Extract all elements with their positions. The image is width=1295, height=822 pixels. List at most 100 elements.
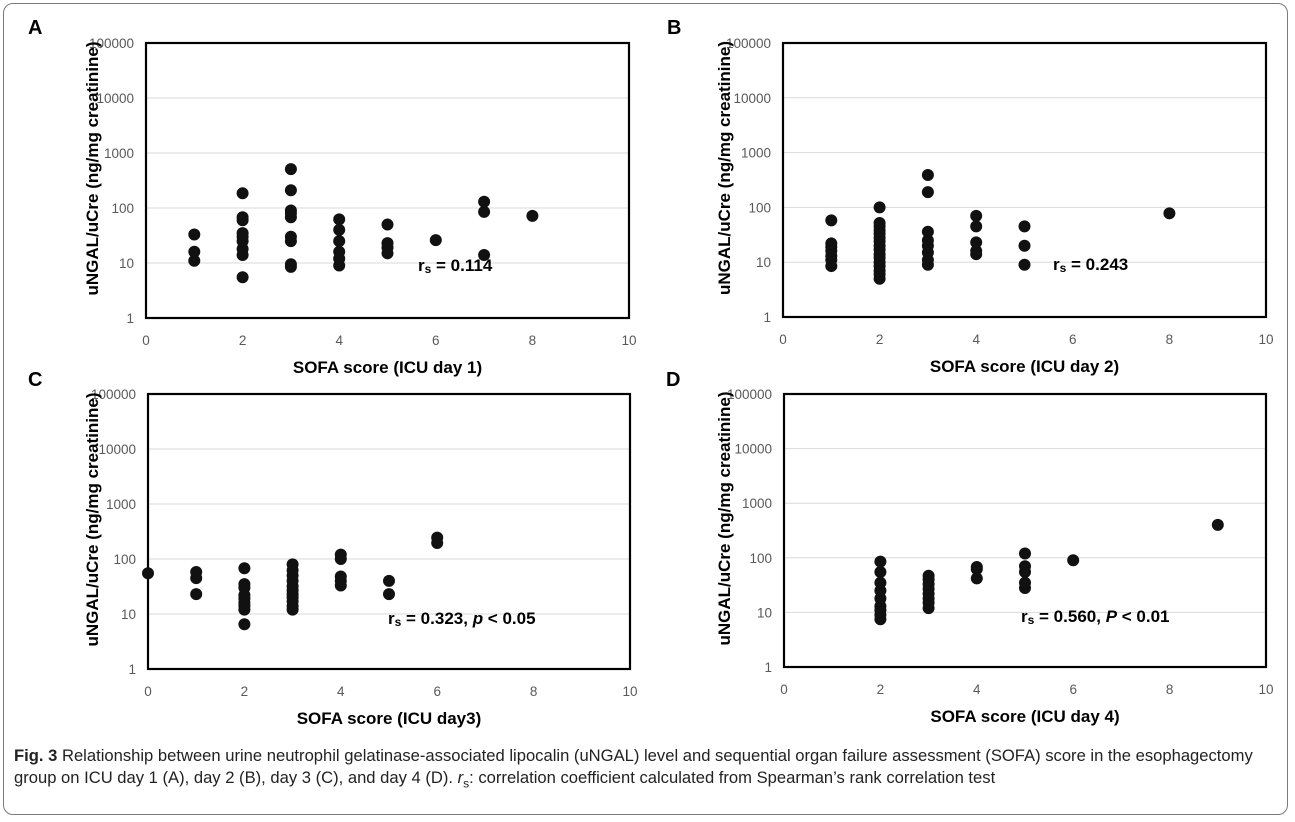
data-point bbox=[1163, 207, 1176, 220]
chart-panel-a: 1 10 100 1000 10000 100000 0 2 4 6 8 10 SOFA score (… bbox=[28, 17, 637, 377]
y-tick-label: 1000 bbox=[741, 146, 771, 161]
data-point bbox=[1018, 239, 1031, 252]
data-point bbox=[188, 228, 201, 241]
data-point bbox=[526, 209, 539, 222]
data-point bbox=[333, 245, 346, 258]
data-point bbox=[236, 227, 249, 240]
data-point bbox=[921, 169, 934, 182]
y-tick-label: 100000 bbox=[91, 387, 136, 402]
data-point bbox=[1019, 576, 1031, 589]
data-point bbox=[922, 569, 935, 582]
plot-border bbox=[146, 392, 632, 671]
y-axis-label: uNGAL/uCre (ng/mg creatinine) bbox=[83, 392, 102, 646]
y-tick-label: 100000 bbox=[726, 36, 771, 51]
correlation-annotation: rs = 0.243 bbox=[1053, 255, 1128, 275]
y-tick-label: 1 bbox=[128, 662, 136, 677]
y-tick-label: 10 bbox=[756, 255, 771, 270]
data-point bbox=[429, 234, 442, 247]
x-tick-label: 4 bbox=[335, 333, 343, 348]
data-point bbox=[970, 209, 983, 222]
data-point bbox=[478, 195, 491, 208]
data-point bbox=[334, 570, 347, 583]
chart-panel-d: 1 10 100 1000 10000 100000 0 2 4 6 8 10 SOFA score (… bbox=[666, 369, 1274, 726]
data-point bbox=[238, 578, 251, 591]
x-tick-label: 10 bbox=[622, 684, 637, 699]
panel-label: C bbox=[28, 369, 42, 391]
data-point bbox=[1211, 518, 1224, 531]
y-tick-label: 1000 bbox=[104, 146, 134, 161]
data-point bbox=[333, 235, 346, 248]
data-point bbox=[190, 566, 203, 579]
data-point bbox=[383, 574, 395, 587]
data-point bbox=[1019, 560, 1031, 573]
panel-label: D bbox=[666, 369, 680, 391]
data-point bbox=[921, 234, 934, 247]
x-tick-label: 8 bbox=[529, 333, 537, 348]
y-tick-label: 10000 bbox=[96, 91, 134, 106]
data-point bbox=[286, 558, 299, 571]
x-axis-label: SOFA score (ICU day 1) bbox=[293, 358, 482, 377]
correlation-annotation: rs = 0.323, p < 0.05 bbox=[388, 609, 536, 629]
data-point bbox=[381, 218, 394, 231]
data-point bbox=[970, 572, 983, 585]
data-point bbox=[238, 562, 251, 575]
data-point bbox=[190, 588, 203, 601]
data-point bbox=[921, 225, 934, 238]
y-tick-label: 1000 bbox=[742, 496, 772, 511]
correlation-annotation: rs = 0.560, P < 0.01 bbox=[1021, 607, 1170, 627]
data-point bbox=[874, 555, 887, 568]
y-tick-label: 100 bbox=[748, 200, 771, 215]
data-point bbox=[142, 567, 154, 580]
data-point bbox=[284, 258, 297, 271]
data-point bbox=[1018, 258, 1031, 271]
caption-r-symbol: r bbox=[457, 768, 464, 787]
figure-caption: Fig. 3 Relationship between urine neutro… bbox=[14, 745, 1279, 789]
data-point bbox=[284, 230, 297, 243]
y-axis-label: uNGAL/uCre (ng/mg creatinine) bbox=[715, 41, 734, 295]
y-tick-label: 10000 bbox=[733, 91, 771, 106]
x-tick-label: 0 bbox=[144, 684, 152, 699]
x-tick-label: 2 bbox=[241, 684, 249, 699]
data-point bbox=[873, 216, 886, 229]
x-tick-label: 4 bbox=[973, 682, 981, 697]
data-point bbox=[188, 254, 201, 267]
x-tick-label: 2 bbox=[239, 333, 247, 348]
x-axis-label: SOFA score (ICU day 4) bbox=[930, 707, 1119, 726]
panel-label: B bbox=[667, 17, 681, 39]
x-tick-label: 8 bbox=[1166, 682, 1174, 697]
x-axis-label: SOFA score (ICU day3) bbox=[297, 709, 482, 728]
plot-border bbox=[782, 392, 1268, 669]
figure-frame bbox=[3, 3, 1288, 815]
data-point bbox=[333, 223, 346, 236]
figure-canvas: 1 10 100 1000 10000 100000 0 2 4 6 8 10 SOFA score (… bbox=[28, 17, 1274, 728]
data-point bbox=[825, 237, 838, 250]
caption-text: Relationship between urine neutrophil ge… bbox=[14, 746, 1253, 787]
data-point bbox=[383, 588, 395, 601]
data-point bbox=[970, 220, 983, 233]
x-tick-label: 2 bbox=[877, 682, 885, 697]
data-point bbox=[431, 531, 444, 544]
data-point bbox=[381, 237, 394, 250]
x-tick-label: 6 bbox=[433, 684, 441, 699]
y-tick-label: 1000 bbox=[106, 497, 136, 512]
data-point bbox=[921, 186, 934, 199]
panel-label: A bbox=[28, 17, 42, 39]
x-tick-label: 4 bbox=[972, 332, 980, 347]
plot-border bbox=[781, 41, 1268, 319]
x-tick-label: 4 bbox=[337, 684, 345, 699]
data-point bbox=[236, 211, 249, 224]
y-tick-label: 10 bbox=[121, 607, 136, 622]
plot-border bbox=[144, 41, 631, 320]
y-tick-label: 100000 bbox=[727, 387, 772, 402]
data-point bbox=[1018, 220, 1031, 233]
x-tick-label: 10 bbox=[1258, 332, 1273, 347]
x-tick-label: 8 bbox=[1166, 332, 1174, 347]
data-point bbox=[874, 576, 887, 589]
x-tick-label: 10 bbox=[621, 333, 636, 348]
y-axis-label: uNGAL/uCre (ng/mg creatinine) bbox=[715, 391, 734, 645]
x-tick-label: 10 bbox=[1258, 682, 1273, 697]
data-point bbox=[970, 236, 983, 249]
y-tick-label: 100 bbox=[749, 551, 772, 566]
y-tick-label: 100 bbox=[113, 552, 136, 567]
data-point bbox=[236, 271, 249, 284]
